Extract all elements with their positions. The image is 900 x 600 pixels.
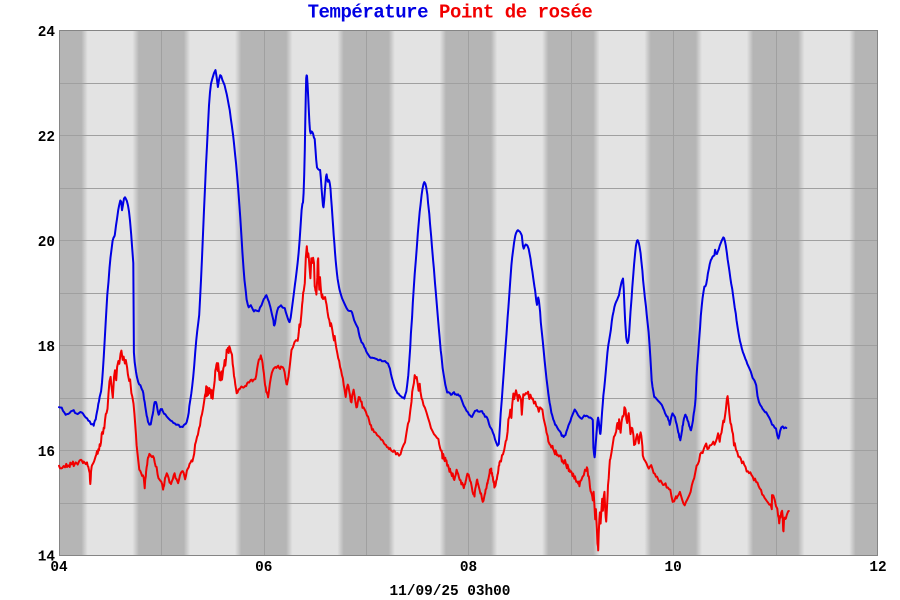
svg-text:20: 20 bbox=[38, 235, 55, 251]
svg-text:18: 18 bbox=[38, 340, 55, 356]
svg-text:06: 06 bbox=[255, 560, 272, 576]
svg-text:Température Point de rosée: Température Point de rosée bbox=[308, 2, 593, 24]
svg-text:22: 22 bbox=[38, 130, 55, 146]
svg-text:14: 14 bbox=[38, 550, 56, 566]
svg-text:08: 08 bbox=[460, 560, 477, 576]
svg-text:04: 04 bbox=[50, 560, 68, 576]
svg-text:11/09/25 03h00: 11/09/25 03h00 bbox=[390, 584, 511, 600]
svg-text:24: 24 bbox=[38, 25, 56, 41]
svg-text:16: 16 bbox=[38, 445, 55, 461]
svg-text:12: 12 bbox=[869, 560, 886, 576]
svg-text:10: 10 bbox=[665, 560, 682, 576]
